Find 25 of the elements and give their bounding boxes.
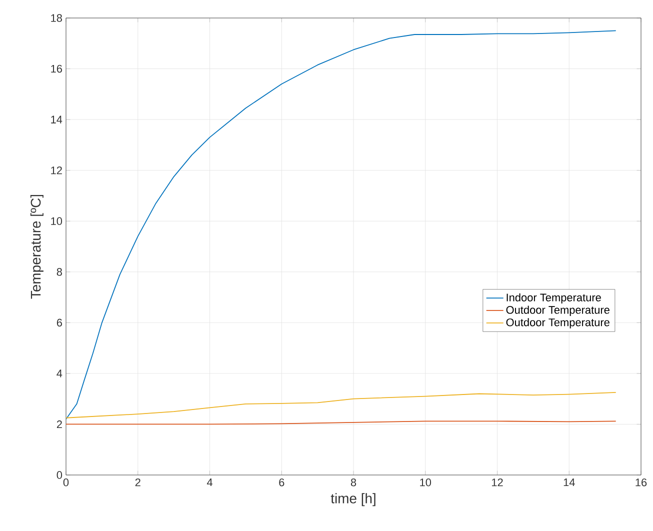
x-tick-label: 16 (636, 478, 647, 486)
x-tick-label: 6 (279, 478, 284, 486)
y-axis-title: Temperature [ºC] (30, 194, 44, 299)
x-tick-label: 10 (420, 478, 432, 486)
x-tick-label: 4 (206, 478, 212, 486)
legend-label: Indoor Temperature (506, 293, 601, 304)
y-tick-label: 10 (51, 217, 62, 225)
legend-label: Outdoor Temperature (506, 306, 610, 316)
y-tick-label: 4 (56, 370, 62, 378)
y-tick-label: 16 (51, 64, 62, 73)
y-tick-label: 0 (56, 471, 62, 479)
line-series (66, 392, 616, 418)
x-axis-title: time [h] (330, 493, 376, 506)
x-tick-label: 2 (135, 478, 140, 486)
y-tick-label: 18 (51, 14, 62, 22)
legend-label: Outdoor Temperature (506, 318, 610, 328)
x-tick-label: 12 (492, 478, 503, 486)
x-tick-label: 0 (63, 478, 69, 486)
y-tick-label: 6 (56, 318, 62, 327)
y-tick-label: 12 (51, 166, 62, 174)
y-tick-label: 8 (56, 268, 62, 276)
x-tick-label: 14 (564, 478, 575, 486)
x-tick-label: 8 (350, 478, 356, 486)
y-tick-label: 14 (51, 116, 62, 124)
y-tick-label: 2 (56, 420, 62, 428)
